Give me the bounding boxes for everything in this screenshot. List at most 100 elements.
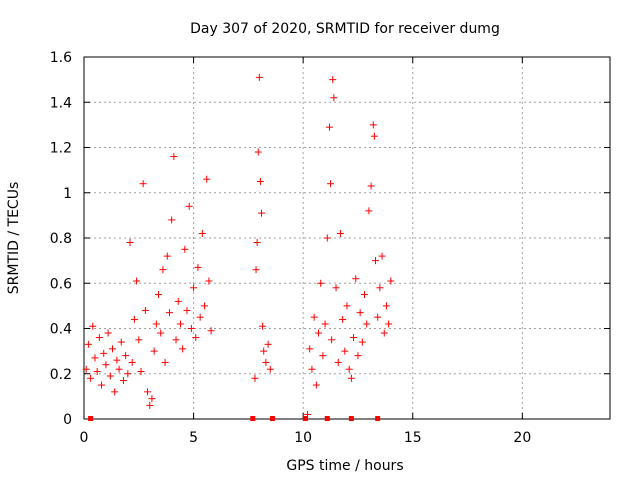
data-point [185,202,193,210]
data-point [252,266,260,274]
data-point [328,336,336,344]
data-point [203,175,211,183]
data-point [95,334,103,342]
data-point [341,347,349,355]
grid [84,57,610,419]
data-point [150,347,158,355]
data-point [365,207,373,215]
data-point [260,347,268,355]
flag-marker [88,416,94,421]
y-axis-label: SRMTID / TECUs [6,182,22,295]
data-point [192,334,200,342]
data-point [84,340,92,348]
data-point [104,329,112,337]
data-point [124,370,132,378]
data-point [378,252,386,260]
data-point [111,388,119,396]
data-point [380,329,388,337]
y-tick-label: 1.6 [50,50,72,66]
data-point [345,365,353,373]
data-point [259,322,267,330]
data-point [308,365,316,373]
flag-marker [324,416,330,421]
data-point [354,352,362,360]
data-point [130,315,138,323]
data-point [144,388,152,396]
data-point [146,401,154,409]
data-point [161,358,169,366]
data-point [358,338,366,346]
y-tick-label: 0.4 [50,322,72,338]
data-point [135,336,143,344]
data-point [174,297,182,305]
data-point [317,279,325,287]
data-point [155,291,163,299]
data-point [387,277,395,285]
data-point [251,374,259,382]
data-point [352,275,360,283]
data-point [201,302,209,310]
data-point [196,313,204,321]
data-point [382,302,390,310]
data-point [315,329,323,337]
data-point [152,320,160,328]
flag-marker [302,416,308,421]
data-points [82,73,395,418]
y-tick-label: 0 [63,412,72,428]
plot-frame [83,56,611,420]
data-point [363,320,371,328]
y-tick-label: 1.2 [50,141,72,157]
data-point [336,229,344,237]
data-point [194,263,202,271]
data-point [172,336,180,344]
x-axis-label: GPS time / hours [286,458,403,474]
data-point [126,239,134,247]
data-point [137,367,145,375]
x-tick-label: 0 [80,430,89,446]
data-point [343,302,351,310]
flag-marker [269,416,275,421]
data-point [339,315,347,323]
data-point [98,381,106,389]
data-point [306,345,314,353]
data-point [255,73,263,81]
x-tick-labels: 0 5 10 15 20 [80,430,532,446]
data-point [181,245,189,253]
data-point [190,284,198,292]
data-point [256,177,264,185]
x-tick-label: 20 [513,430,531,446]
data-point [122,352,130,360]
data-point [329,76,337,84]
data-point [332,284,340,292]
data-point [87,374,95,382]
data-point [266,365,274,373]
data-point [170,153,178,161]
data-point [159,266,167,274]
flag-markers [88,416,381,421]
data-point [330,94,338,102]
data-point [91,354,99,362]
data-point [117,338,125,346]
data-point [119,377,127,385]
data-point [113,356,121,364]
data-point [253,239,261,247]
data-point [89,322,97,330]
data-point [325,123,333,131]
x-tick-label: 5 [189,430,198,446]
data-point [347,374,355,382]
data-point [82,365,90,373]
data-point [108,345,116,353]
data-point [179,345,187,353]
data-point [385,320,393,328]
data-point [323,234,331,242]
x-tick-label: 15 [404,430,422,446]
data-point [205,277,213,285]
data-point [264,340,272,348]
data-point [376,284,384,292]
data-point [187,325,195,332]
data-point [369,121,377,129]
data-point [165,309,173,317]
data-point [198,229,206,237]
data-point [334,358,342,366]
